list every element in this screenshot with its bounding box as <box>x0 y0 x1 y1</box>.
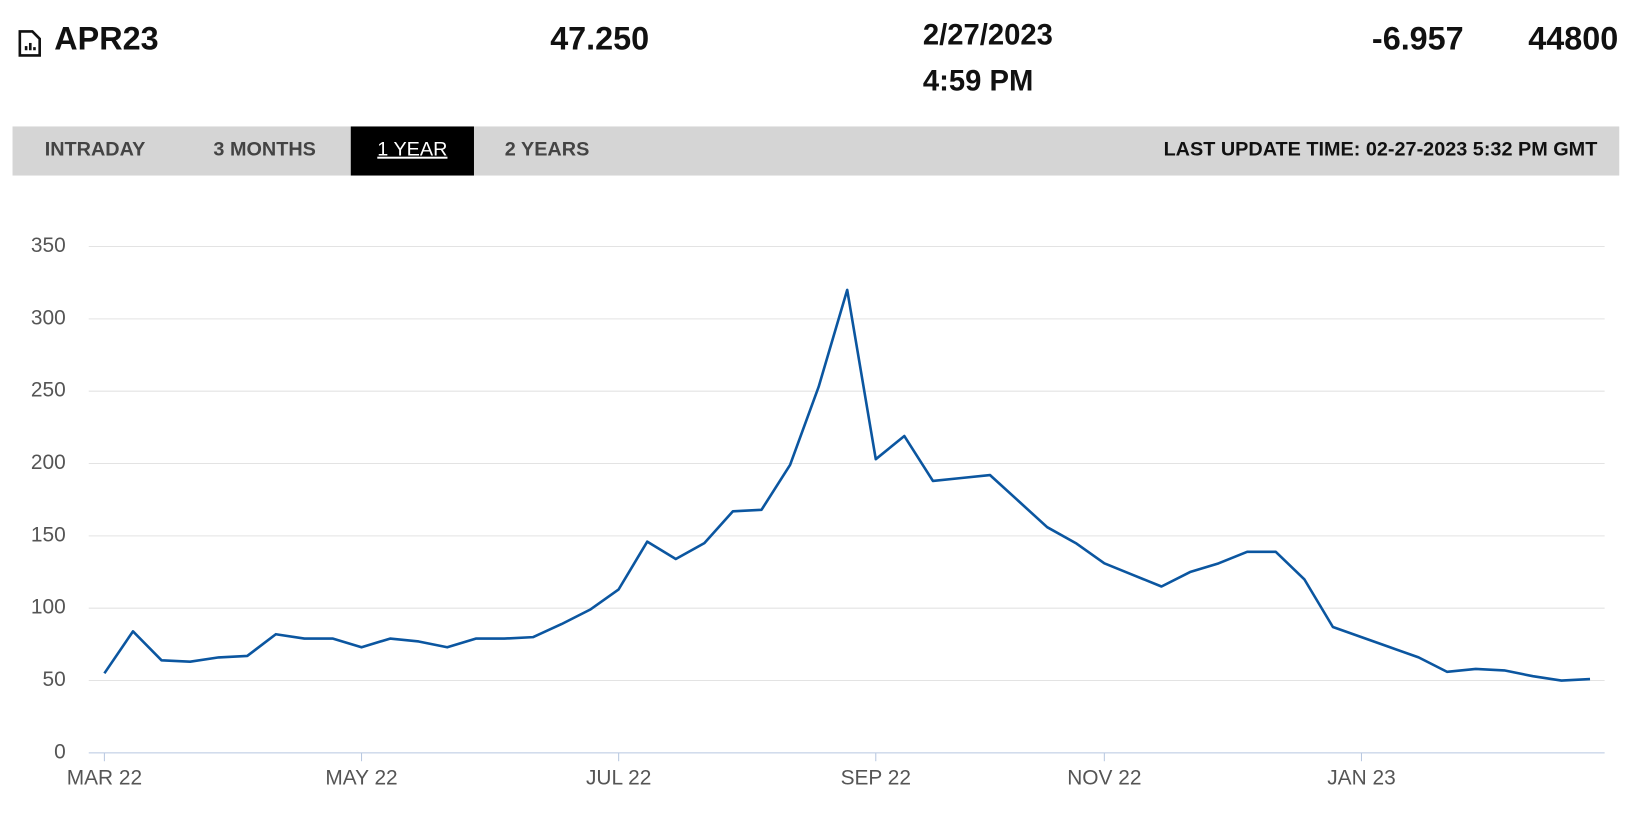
tab[interactable]: 2 YEARS <box>505 139 590 161</box>
y-tick-label: 200 <box>31 451 66 474</box>
tab[interactable]: 3 MONTHS <box>213 139 315 161</box>
tab-active-bg <box>350 126 474 176</box>
y-tick-label: 50 <box>43 668 66 691</box>
y-tick-label: 0 <box>54 740 66 763</box>
y-tick-label: 350 <box>31 234 66 257</box>
symbol-icon <box>18 30 41 57</box>
symbol: APR23 <box>54 20 158 56</box>
y-tick-label: 300 <box>31 306 66 329</box>
x-tick-label: MAR 22 <box>67 766 142 789</box>
date: 2/27/2023 <box>923 19 1053 51</box>
x-tick-label: MAY 22 <box>325 766 397 789</box>
y-tick-label: 250 <box>31 379 66 402</box>
last-update: LAST UPDATE TIME: 02-27-2023 5:32 PM GMT <box>1164 139 1598 161</box>
x-tick-label: JUL 22 <box>586 766 651 789</box>
y-tick-label: 100 <box>31 596 66 619</box>
last-price: 47.250 <box>550 20 649 56</box>
price-line <box>103 288 1591 682</box>
x-tick-label: NOV 22 <box>1067 766 1141 789</box>
volume: 44800 <box>1528 20 1618 56</box>
change: -6.957 <box>1372 20 1464 56</box>
y-tick-label: 150 <box>31 523 66 546</box>
tab[interactable]: 1 YEAR <box>377 139 447 161</box>
x-tick-label: JAN 23 <box>1327 766 1395 789</box>
tab[interactable]: INTRADAY <box>45 139 146 161</box>
tab-bar <box>12 126 1620 176</box>
x-tick-label: SEP 22 <box>841 766 911 789</box>
time: 4:59 PM <box>923 65 1033 97</box>
